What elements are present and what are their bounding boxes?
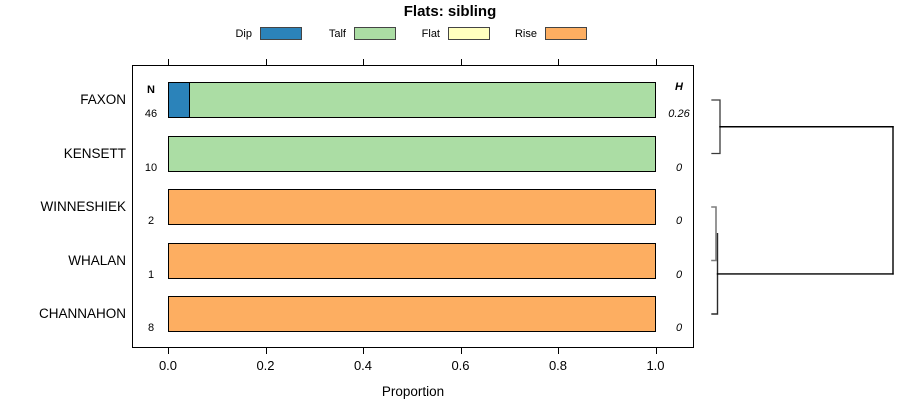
legend-label: Flat bbox=[421, 27, 440, 40]
bar-segment-rise bbox=[169, 190, 655, 224]
bar-kensett bbox=[168, 135, 656, 172]
chart-title: Flats: sibling bbox=[403, 3, 497, 20]
bar-segment-talf bbox=[169, 136, 655, 171]
x-axis-tick-label: 0.6 bbox=[451, 358, 470, 373]
dendro-winneshiek-whalan-bracket bbox=[711, 206, 717, 262]
bar-segment-rise bbox=[169, 297, 655, 331]
h-value: 0 bbox=[675, 268, 683, 281]
bar-faxon bbox=[168, 82, 656, 118]
x-axis-tick-label: 1.0 bbox=[646, 358, 665, 373]
dendro-bottom-cluster-bracket bbox=[711, 233, 719, 315]
x-axis-tick-top bbox=[363, 59, 364, 65]
legend-item-rise: Rise bbox=[467, 26, 587, 41]
legend-label: Rise bbox=[514, 27, 537, 40]
x-axis-tick bbox=[460, 348, 462, 354]
x-axis-tick-top bbox=[265, 59, 267, 65]
row-label-winneshiek: WINNESHIEK bbox=[40, 199, 126, 214]
n-value: 10 bbox=[144, 161, 158, 174]
legend-swatch-talf bbox=[354, 27, 396, 40]
h-value: 0 bbox=[675, 322, 683, 334]
row-label-whalan: WHALAN bbox=[68, 252, 126, 268]
n-value: 2 bbox=[147, 215, 155, 227]
x-axis-tick-label: 0.8 bbox=[548, 358, 568, 373]
x-axis-tick-label: 0.0 bbox=[158, 358, 178, 373]
n-value: 1 bbox=[147, 268, 155, 281]
legend-label: Dip bbox=[235, 27, 252, 40]
row-label-channahon: CHANNAHON bbox=[38, 306, 126, 321]
legend-label: Talf bbox=[328, 27, 346, 40]
legend-swatch-dip bbox=[260, 27, 302, 40]
bar-segment-dip bbox=[169, 83, 190, 117]
x-axis-tick-label: 0.4 bbox=[353, 358, 373, 373]
n-column-header: N bbox=[147, 84, 155, 96]
x-axis-tick bbox=[168, 348, 169, 354]
x-axis-tick-top bbox=[558, 59, 559, 65]
legend-item-talf: Talf bbox=[276, 26, 396, 41]
dendrogram bbox=[711, 99, 894, 315]
x-axis-tick-top bbox=[460, 59, 462, 65]
x-axis-tick bbox=[265, 348, 267, 354]
bar-whalan bbox=[168, 242, 656, 279]
plot-area bbox=[132, 65, 694, 348]
bar-segment-rise bbox=[169, 243, 655, 278]
legend-swatch-flat bbox=[448, 27, 490, 40]
x-axis-tick-top bbox=[168, 59, 169, 65]
h-value: 0 bbox=[675, 215, 683, 227]
bar-segment-talf bbox=[189, 83, 655, 117]
n-value: 46 bbox=[144, 108, 158, 120]
legend-item-dip: Dip bbox=[182, 26, 302, 41]
h-value: 0.26 bbox=[668, 108, 690, 120]
x-axis-tick-label: 0.2 bbox=[256, 358, 275, 373]
h-column-header: H bbox=[675, 81, 683, 93]
x-axis-tick bbox=[558, 348, 559, 354]
n-value: 8 bbox=[147, 322, 155, 334]
x-axis-tick-top bbox=[655, 59, 657, 65]
bar-channahon bbox=[168, 296, 656, 332]
h-value: 0 bbox=[675, 161, 683, 174]
dendro-top-cluster-bracket bbox=[711, 99, 721, 155]
row-label-faxon: FAXON bbox=[80, 92, 126, 107]
legend-item-flat: Flat bbox=[370, 26, 490, 41]
legend-swatch-rise bbox=[545, 27, 587, 40]
x-axis-tick bbox=[363, 348, 364, 354]
x-axis-tick bbox=[655, 348, 657, 354]
bar-winneshiek bbox=[168, 189, 656, 225]
x-axis-title: Proportion bbox=[381, 384, 445, 399]
row-label-kensett: KENSETT bbox=[63, 145, 126, 161]
